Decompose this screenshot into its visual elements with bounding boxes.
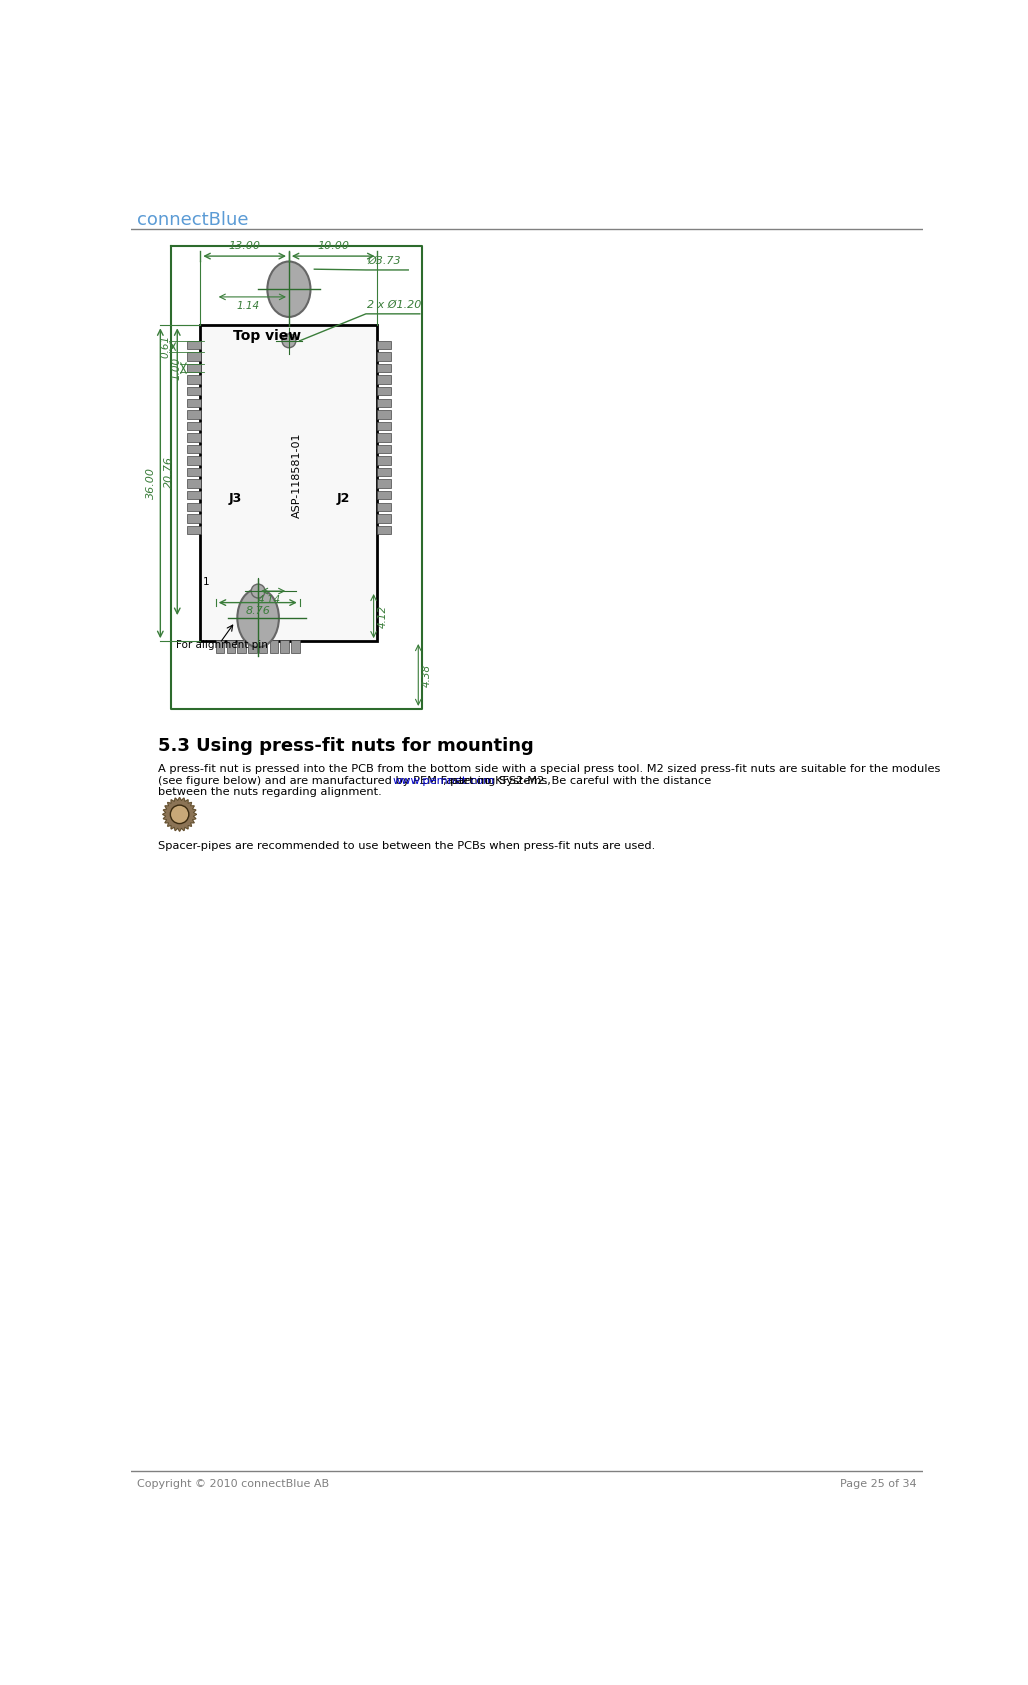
Ellipse shape <box>282 334 296 347</box>
Bar <box>187 526 201 534</box>
Bar <box>376 514 391 522</box>
Text: 5.3 Using press-fit nuts for mounting: 5.3 Using press-fit nuts for mounting <box>158 738 534 755</box>
Bar <box>376 388 391 396</box>
Text: J2: J2 <box>336 492 350 506</box>
Text: (see figure below) and are manufactured by PEM Fastening Systems,: (see figure below) and are manufactured … <box>158 775 554 785</box>
Text: Copyright © 2010 connectBlue AB: Copyright © 2010 connectBlue AB <box>137 1479 329 1490</box>
Text: 4.38: 4.38 <box>423 664 432 686</box>
Text: Page 25 of 34: Page 25 of 34 <box>840 1479 917 1490</box>
Bar <box>187 433 201 441</box>
Text: 0.61: 0.61 <box>160 335 171 359</box>
Bar <box>376 352 391 361</box>
Bar <box>376 468 391 477</box>
Text: ASP-118581-01: ASP-118581-01 <box>292 433 301 519</box>
Text: 2 x Ø1.20: 2 x Ø1.20 <box>367 300 421 310</box>
Bar <box>259 640 267 652</box>
Text: Ø3.73: Ø3.73 <box>367 256 401 266</box>
Text: Spacer-pipes are recommended to use between the PCBs when press-fit nuts are use: Spacer-pipes are recommended to use betw… <box>158 841 655 851</box>
Text: between the nuts regarding alignment.: between the nuts regarding alignment. <box>158 787 381 797</box>
Bar <box>187 490 201 499</box>
Bar <box>376 433 391 441</box>
Bar <box>376 480 391 489</box>
Bar <box>187 502 201 511</box>
Bar <box>376 457 391 465</box>
Bar <box>187 388 201 396</box>
Bar <box>187 421 201 430</box>
Ellipse shape <box>237 588 279 647</box>
Bar <box>376 526 391 534</box>
Bar <box>226 640 235 652</box>
Bar <box>376 445 391 453</box>
Bar <box>376 340 391 349</box>
Text: 4.12: 4.12 <box>377 605 388 627</box>
Bar <box>187 352 201 361</box>
Bar <box>187 340 201 349</box>
Bar <box>187 399 201 408</box>
Text: 4.14: 4.14 <box>258 595 282 605</box>
Text: connectBlue: connectBlue <box>137 211 249 229</box>
Bar <box>269 640 279 652</box>
Text: 36.00: 36.00 <box>146 467 156 499</box>
Bar <box>376 490 391 499</box>
Ellipse shape <box>267 261 310 317</box>
Bar <box>281 640 289 652</box>
Bar <box>376 376 391 384</box>
Bar <box>187 457 201 465</box>
Bar <box>187 376 201 384</box>
Text: 13.00: 13.00 <box>228 241 261 251</box>
Bar <box>248 640 257 652</box>
Bar <box>291 640 300 652</box>
Ellipse shape <box>251 585 265 598</box>
Text: 1.14: 1.14 <box>236 300 260 310</box>
Bar <box>200 325 377 640</box>
Bar <box>187 514 201 522</box>
Bar <box>187 445 201 453</box>
Text: , part no KFS2-M2. Be careful with the distance: , part no KFS2-M2. Be careful with the d… <box>443 775 711 785</box>
Bar <box>216 640 224 652</box>
Bar <box>376 409 391 418</box>
Bar <box>376 399 391 408</box>
Text: For alignment pin: For alignment pin <box>176 640 267 649</box>
Text: J3: J3 <box>228 492 242 506</box>
Polygon shape <box>162 797 196 831</box>
Circle shape <box>171 805 189 824</box>
Text: 8.76: 8.76 <box>246 607 270 617</box>
Text: Top view: Top view <box>233 329 301 344</box>
Bar <box>187 480 201 489</box>
Bar <box>376 502 391 511</box>
Text: 1.00: 1.00 <box>171 357 181 379</box>
Bar <box>376 421 391 430</box>
Bar <box>187 468 201 477</box>
Bar <box>376 364 391 372</box>
Bar <box>187 364 201 372</box>
Text: www.pemnet.com: www.pemnet.com <box>393 775 495 785</box>
Bar <box>237 640 246 652</box>
Text: 10.00: 10.00 <box>318 241 350 251</box>
Text: 20.76: 20.76 <box>164 455 174 487</box>
Text: A press-fit nut is pressed into the PCB from the bottom side with a special pres: A press-fit nut is pressed into the PCB … <box>158 765 941 775</box>
Text: 1: 1 <box>203 578 210 586</box>
Bar <box>187 409 201 418</box>
